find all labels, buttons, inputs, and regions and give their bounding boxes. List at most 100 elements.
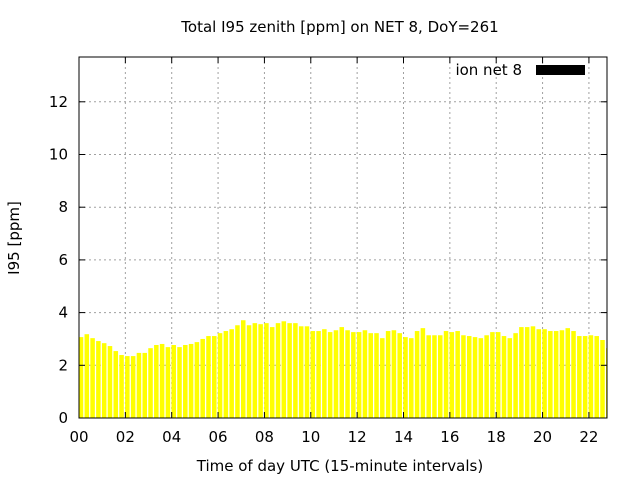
- bar: [327, 332, 333, 418]
- bar: [461, 335, 466, 418]
- bar: [495, 332, 501, 418]
- y-tick-label: 8: [58, 198, 68, 216]
- bar: [472, 337, 478, 418]
- bar: [107, 346, 113, 418]
- bar: [542, 329, 547, 418]
- bar: [420, 328, 426, 418]
- bar: [264, 323, 269, 418]
- y-axis-label: I95 [ppm]: [5, 201, 23, 275]
- bar: [298, 326, 304, 418]
- plot-frame: [78, 56, 608, 419]
- bar: [212, 336, 217, 418]
- bar: [125, 356, 130, 418]
- x-tick-label: 14: [394, 428, 413, 446]
- bar: [90, 338, 95, 418]
- bar: [177, 347, 182, 418]
- bar: [316, 331, 321, 418]
- bar: [577, 336, 582, 418]
- bar: [194, 342, 200, 418]
- bar: [438, 335, 443, 418]
- bar: [501, 336, 507, 418]
- x-tick-label: 12: [348, 428, 367, 446]
- bar: [159, 343, 165, 418]
- bar: [356, 332, 362, 418]
- bar: [287, 323, 292, 418]
- bar: [571, 331, 576, 418]
- bar: [101, 343, 107, 418]
- bar: [478, 338, 484, 418]
- bar: [217, 333, 223, 418]
- bar: [374, 333, 379, 418]
- bar: [565, 328, 571, 418]
- bar: [96, 341, 101, 418]
- x-tick-label: 00: [69, 428, 88, 446]
- bar: [142, 352, 147, 418]
- y-tick-label: 6: [58, 251, 68, 269]
- bar: [148, 348, 153, 418]
- x-tick-label: 16: [440, 428, 459, 446]
- x-tick-label: 06: [209, 428, 228, 446]
- bar: [171, 345, 176, 418]
- bar: [600, 340, 605, 418]
- bar: [582, 336, 588, 418]
- bar: [246, 325, 252, 418]
- bar: [524, 327, 530, 418]
- x-axis-label: Time of day UTC (15-minute intervals): [196, 457, 483, 475]
- bar: [553, 331, 559, 418]
- y-tick-label: 12: [49, 93, 68, 111]
- bar: [310, 331, 316, 418]
- bar: [206, 336, 211, 418]
- bar: [269, 327, 275, 418]
- bar: [414, 331, 420, 418]
- bar: [345, 330, 350, 418]
- bar: [519, 327, 524, 418]
- legend-label: ion net 8: [455, 61, 522, 79]
- bar: [183, 345, 188, 418]
- y-tick-label: 4: [58, 304, 68, 322]
- chart-title: Total I95 zenith [ppm] on NET 8, DoY=261: [180, 18, 498, 36]
- bar: [426, 335, 431, 418]
- bar: [229, 329, 234, 418]
- bar: [275, 323, 281, 418]
- bar: [559, 330, 565, 418]
- bar: [113, 351, 119, 418]
- bar: [397, 333, 402, 418]
- bar: [240, 320, 246, 418]
- bar: [490, 332, 495, 418]
- bar: [281, 321, 287, 418]
- bar: [165, 347, 171, 418]
- x-tick-label: 04: [162, 428, 181, 446]
- bar: [530, 326, 536, 418]
- bar: [484, 335, 489, 418]
- bar: [588, 335, 594, 418]
- bar: [432, 335, 437, 418]
- bar: [333, 330, 339, 418]
- bar: [548, 331, 553, 418]
- y-tick-label: 0: [58, 409, 68, 427]
- bar: [293, 323, 298, 418]
- bar: [449, 332, 455, 418]
- bar: [188, 343, 194, 418]
- y-tick-label: 10: [49, 145, 68, 163]
- bar: [380, 338, 385, 418]
- bar: [84, 334, 90, 418]
- bar: [594, 336, 599, 418]
- x-tick-label: 08: [255, 428, 274, 446]
- legend: ion net 8: [455, 61, 585, 79]
- bar: [409, 338, 414, 418]
- bar: [252, 323, 258, 418]
- bar: [136, 352, 142, 418]
- bar: [351, 332, 356, 418]
- bar: [507, 338, 513, 418]
- bar: [368, 333, 373, 418]
- bars: [79, 320, 607, 418]
- y-tick-label: 2: [58, 356, 68, 374]
- bar: [235, 325, 240, 418]
- bar: [455, 331, 460, 418]
- legend-swatch: [536, 65, 585, 75]
- bar: [79, 337, 84, 418]
- bar: [339, 327, 345, 418]
- bar: [119, 355, 124, 418]
